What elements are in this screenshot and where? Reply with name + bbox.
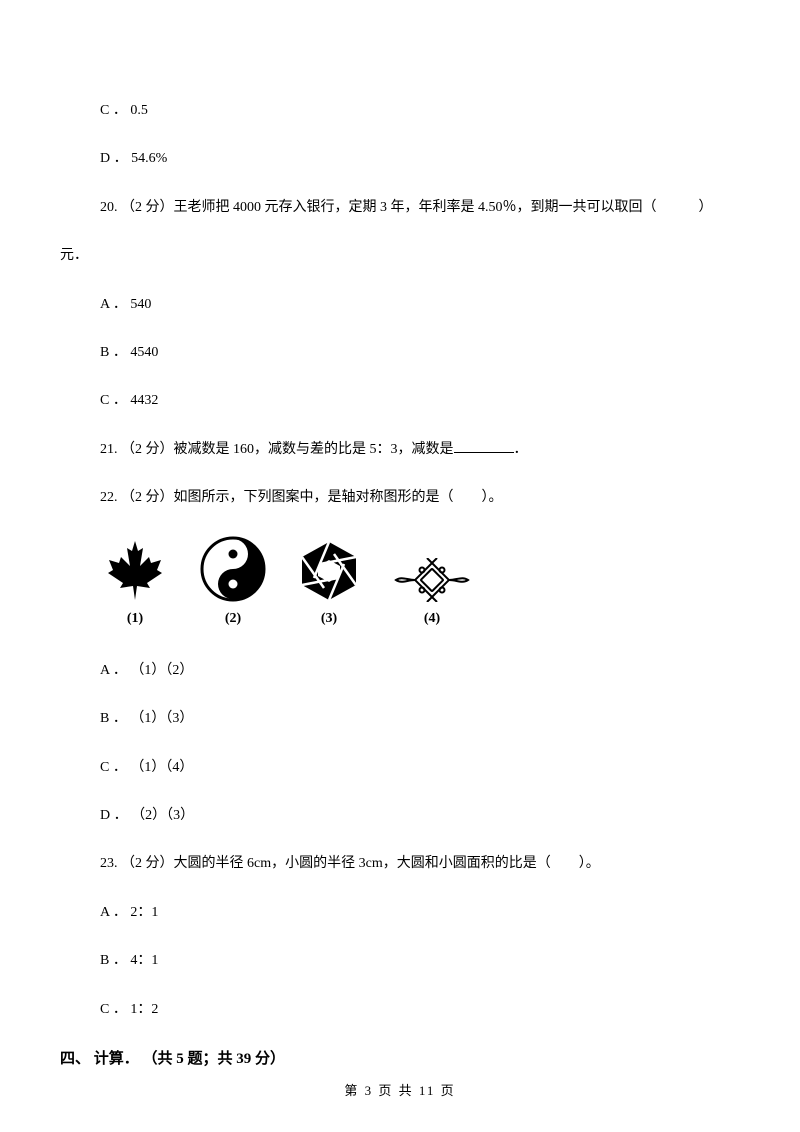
maple-leaf-icon	[100, 538, 170, 602]
q23-option-b: B ． 4：1	[60, 950, 740, 972]
hexagon-aperture-icon	[296, 540, 362, 602]
q21-prefix: 21. （2 分）被减数是 160，减数与差的比是 5：3，减数是	[100, 442, 454, 457]
figure-4: (4)	[392, 558, 472, 630]
q20-option-a: A ． 540	[60, 294, 740, 316]
figure-3-caption: (3)	[321, 608, 337, 630]
section-4-heading: 四、 计算． （共 5 题；共 39 分）	[60, 1047, 740, 1071]
chinese-knot-icon	[392, 558, 472, 602]
q23-option-a: A ． 2：1	[60, 902, 740, 924]
q20-option-c: C ． 4432	[60, 390, 740, 412]
q22-option-d: D ． （2）（3）	[60, 805, 740, 827]
figure-4-caption: (4)	[424, 608, 440, 630]
q21-text: 21. （2 分）被减数是 160，减数与差的比是 5：3，减数是 ．	[60, 439, 740, 461]
q23-option-c: C ． 1：2	[60, 999, 740, 1021]
q20-text-suffix: 元．	[60, 245, 740, 267]
q22-option-a: A ． （1）（2）	[60, 660, 740, 682]
q23-text: 23. （2 分）大圆的半径 6cm，小圆的半径 3cm，大圆和小圆面积的比是（…	[60, 853, 740, 875]
taiji-icon	[200, 536, 266, 602]
option-c-prev: C ． 0.5	[60, 100, 740, 122]
q21-suffix: ．	[514, 442, 528, 457]
q22-option-c: C ． （1）（4）	[60, 757, 740, 779]
q22-figures: (1) (2) (3)	[60, 536, 740, 630]
q20-text-prefix: 20. （2 分）王老师把 4000 元存入银行，定期 3 年，年利率是 4.5…	[100, 200, 713, 215]
option-d-prev: D ． 54.6%	[60, 148, 740, 170]
figure-1-caption: (1)	[127, 608, 143, 630]
q22-option-b: B ． （1）（3）	[60, 708, 740, 730]
q22-text: 22. （2 分）如图所示，下列图案中，是轴对称图形的是（ ）。	[60, 487, 740, 509]
q21-blank	[454, 439, 514, 453]
figure-3: (3)	[296, 540, 362, 630]
figure-2: (2)	[200, 536, 266, 630]
figure-2-caption: (2)	[225, 608, 241, 630]
q20-text: 20. （2 分）王老师把 4000 元存入银行，定期 3 年，年利率是 4.5…	[60, 197, 740, 219]
page-footer: 第 3 页 共 11 页	[0, 1081, 800, 1102]
q20-option-b: B ． 4540	[60, 342, 740, 364]
figure-1: (1)	[100, 538, 170, 630]
